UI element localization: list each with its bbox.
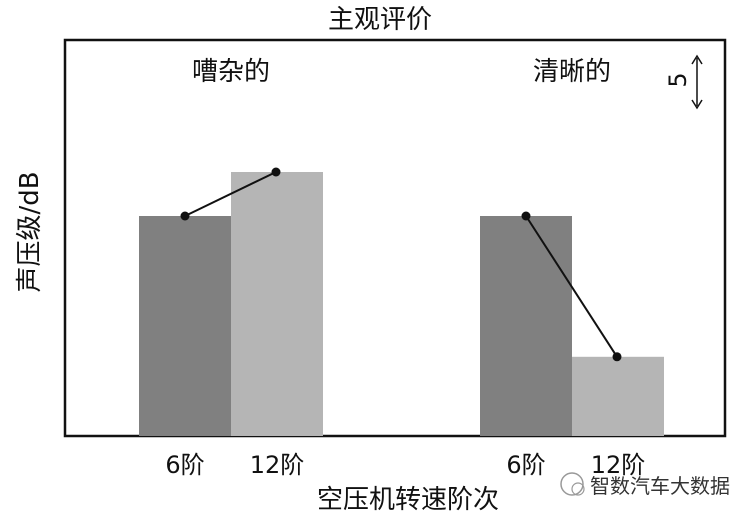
bar-2-2	[572, 356, 664, 436]
labels-layer: 6阶 12阶 嘈杂的 6阶 12阶 清晰的	[165, 57, 645, 479]
y-axis-label: 声压级/dB	[15, 171, 45, 292]
scale-marker-arrow-top	[691, 54, 703, 65]
connector-line	[525, 215, 618, 358]
bar-1-2	[231, 172, 323, 436]
chart-title: 主观评价	[328, 5, 432, 35]
group-label: 嘈杂的	[192, 57, 270, 87]
connector-lines-layer	[180, 167, 622, 362]
x-tick-label: 6阶	[165, 451, 204, 479]
x-tick-label: 12阶	[250, 451, 305, 479]
scale-marker-arrow-bottom	[691, 99, 703, 110]
watermark: 智数汽车大数据	[560, 472, 730, 498]
x-axis-label: 空压机转速阶次	[317, 485, 499, 515]
watermark-logo-icon	[560, 472, 584, 496]
connector-point	[612, 352, 622, 362]
watermark-logo-icon-inner	[571, 482, 585, 496]
watermark-text: 智数汽车大数据	[590, 474, 730, 498]
connector-point	[271, 167, 281, 177]
scale-marker: 5	[664, 54, 703, 110]
bar-1-1	[139, 216, 231, 436]
x-tick-label: 12阶	[591, 451, 646, 479]
group-label: 清晰的	[533, 57, 611, 87]
connector-point	[521, 211, 531, 221]
bars-layer	[139, 172, 664, 436]
scale-marker-label: 5	[664, 72, 692, 87]
x-tick-label: 6阶	[506, 451, 545, 479]
connector-line	[184, 171, 277, 217]
connector-point	[180, 211, 190, 221]
bar-2-1	[480, 216, 572, 436]
